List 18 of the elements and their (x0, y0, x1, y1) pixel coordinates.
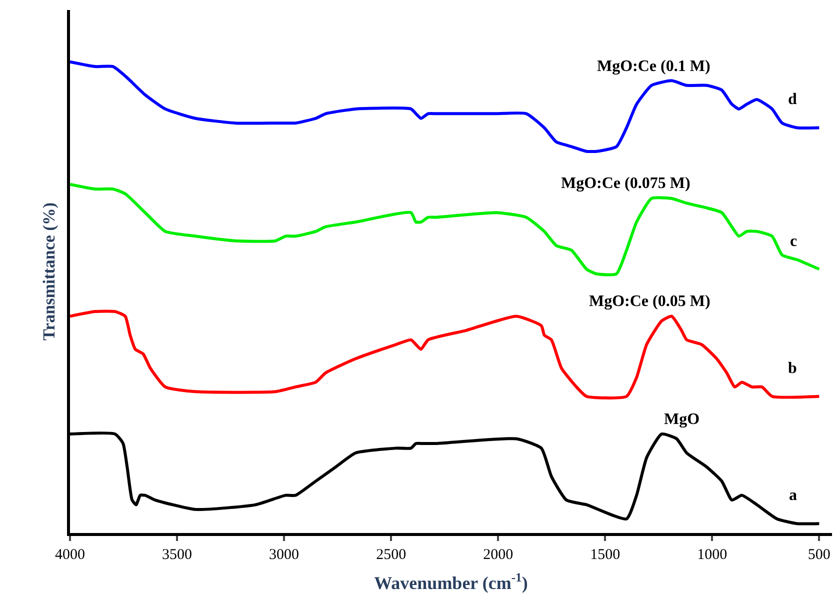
x-tick-label: 500 (808, 547, 830, 563)
y-axis-title: Transmittance (%) (40, 202, 59, 341)
series-label: MgO:Ce (0.05 M) (589, 293, 710, 310)
annotation: c (790, 233, 798, 250)
series-label: MgO:Ce (0.075 M) (561, 175, 690, 192)
annotation: a (789, 487, 797, 504)
x-tick-label: 2000 (483, 547, 514, 563)
series-label: MgO:Ce (0.1 M) (597, 58, 710, 75)
series-label: MgO (664, 411, 700, 428)
x-tick-label: 1500 (590, 547, 620, 563)
x-axis-title: Wavenumber (cm$^{-1}$) (374, 570, 528, 594)
annotation: b (788, 360, 797, 377)
x-tick-label: 4000 (55, 547, 85, 563)
x-tick-label: 3000 (269, 547, 300, 563)
x-tick-label: 2500 (376, 547, 406, 563)
x-tick-label: 1000 (697, 547, 728, 563)
x-tick-label: 3500 (162, 547, 192, 563)
annotation: d (788, 91, 797, 108)
